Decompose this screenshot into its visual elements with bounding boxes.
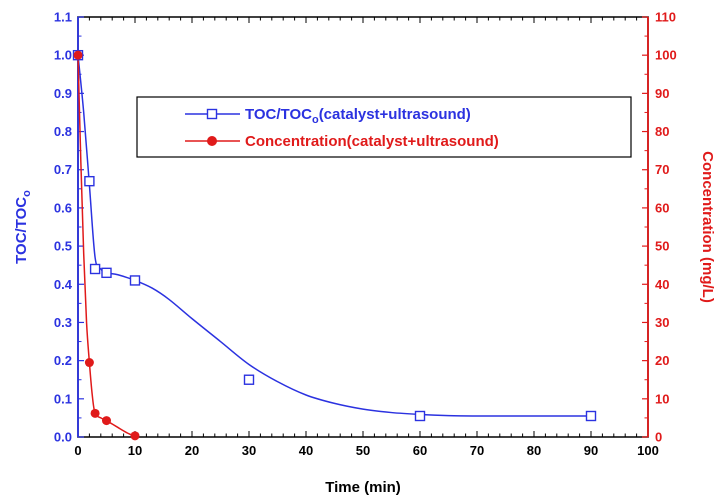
y-left-tick-label: 0.5 (54, 239, 72, 254)
series-0-point (84, 175, 95, 187)
series-1-point (84, 358, 94, 368)
legend-label-conc: Concentration(catalyst+ultrasound) (245, 133, 499, 150)
y-left-tick-label: 0.9 (54, 86, 72, 101)
series-1-point (73, 50, 83, 60)
legend-marker-toc (206, 108, 218, 120)
y-left-axis-title: TOC/TOCo (13, 190, 33, 264)
x-tick-label: 70 (470, 443, 484, 458)
y-right-tick-label: 50 (655, 239, 669, 254)
legend-label-toc-sub: o (312, 114, 319, 126)
legend-label-toc-main: TOC/TOC (245, 106, 312, 123)
y-right-tick-label: 0 (655, 430, 662, 445)
y-left-tick-label: 0.7 (54, 162, 72, 177)
plot-frame (77, 16, 649, 438)
y-left-tick-label: 0.2 (54, 353, 72, 368)
series-0-curve (77, 55, 591, 417)
y-right-tick-label: 60 (655, 200, 669, 215)
x-tick-label: 100 (637, 443, 659, 458)
y-left-tick-label: 0.6 (54, 200, 72, 215)
y-right-tick-label: 30 (655, 315, 669, 330)
series-0-point (243, 374, 255, 385)
y-left-axis-title-sub: o (21, 190, 33, 197)
series-0-point (585, 410, 597, 422)
y-right-tick-label: 10 (655, 391, 669, 406)
y-right-tick-label: 100 (655, 48, 677, 63)
legend-label-toc-suffix: (catalyst+ultrasound) (319, 106, 471, 123)
x-tick-label: 80 (527, 443, 541, 458)
series-1-point (102, 416, 111, 426)
x-tick-label: 50 (356, 443, 370, 458)
legend: TOC/TOCo(catalyst+ultrasound) Concentrat… (136, 96, 632, 158)
x-tick-label: 0 (74, 443, 81, 458)
series-1-point (90, 408, 100, 418)
legend-marker-conc (207, 136, 217, 146)
y-left-tick-label: 1.1 (54, 10, 72, 25)
y-right-tick-label: 90 (655, 86, 669, 101)
y-left-tick-label: 0.8 (54, 124, 72, 139)
series-1-point (130, 431, 140, 441)
y-left-tick-label: 0.4 (54, 277, 73, 292)
x-axis-title: Time (min) (325, 479, 401, 496)
series-0-point (101, 267, 112, 279)
legend-box (136, 96, 632, 158)
series-0-point (129, 275, 141, 286)
y-right-axis-title: Concentration (mg/L) (699, 151, 716, 303)
y-right-tick-label: 20 (655, 353, 669, 368)
y-left-axis-title-main: TOC/TOC (13, 197, 30, 264)
x-tick-label: 20 (185, 443, 199, 458)
x-tick-label: 40 (299, 443, 313, 458)
x-tick-label: 30 (242, 443, 256, 458)
legend-label-toc: TOC/TOCo(catalyst+ultrasound) (245, 106, 471, 126)
series-1-curve (77, 55, 136, 437)
y-left-tick-label: 0.1 (54, 391, 72, 406)
y-left-tick-label: 0.0 (54, 430, 72, 445)
y-right-tick-label: 40 (655, 277, 669, 292)
series-0-point (89, 263, 101, 275)
x-tick-label: 10 (128, 443, 142, 458)
series-0-point (414, 410, 426, 422)
y-right-tick-label: 110 (655, 10, 676, 25)
y-right-tick-label: 80 (655, 124, 669, 139)
x-tick-label: 60 (413, 443, 427, 458)
y-left-tick-label: 1.0 (54, 48, 72, 63)
y-left-tick-label: 0.3 (54, 315, 72, 330)
y-right-tick-label: 70 (655, 162, 669, 177)
x-tick-label: 90 (584, 443, 598, 458)
